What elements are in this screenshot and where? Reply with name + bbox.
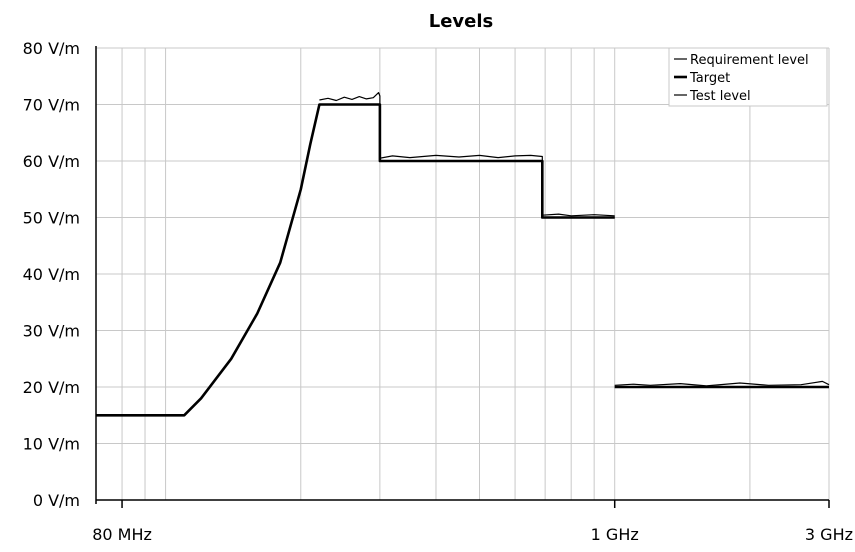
x-tick-label: 1 GHz xyxy=(591,525,639,544)
x-tick-label: 80 MHz xyxy=(92,525,152,544)
grid-layer xyxy=(96,47,830,500)
legend-label: Test level xyxy=(689,89,751,104)
y-tick-label: 40 V/m xyxy=(23,265,80,284)
legend-label: Requirement level xyxy=(690,53,809,68)
series-line-requirement-level xyxy=(96,103,615,416)
legend-label: Target xyxy=(689,71,730,86)
series-line-test-level xyxy=(319,91,615,217)
y-tick-label: 50 V/m xyxy=(23,209,80,228)
x-tick-label: 3 GHz xyxy=(805,525,853,544)
legend: Requirement level Target Test level xyxy=(668,47,828,107)
y-tick-label: 80 V/m xyxy=(23,39,80,58)
y-tick-label: 30 V/m xyxy=(23,322,80,341)
y-tick-label: 0 V/m xyxy=(33,491,80,510)
chart-title: Levels xyxy=(429,11,494,32)
series-layer xyxy=(96,91,830,417)
y-tick-label: 10 V/m xyxy=(23,435,80,454)
y-tick-label: 70 V/m xyxy=(23,96,80,115)
legend-box xyxy=(668,47,828,107)
series-line-test-level xyxy=(614,380,830,387)
axis-layer: 0 V/m 10 V/m 20 V/m 30 V/m 40 V/m 50 V/m 60 V/… xyxy=(23,39,853,544)
y-tick-label: 60 V/m xyxy=(23,152,80,171)
y-tick-label: 20 V/m xyxy=(23,378,80,397)
series-line-target xyxy=(96,103,615,417)
